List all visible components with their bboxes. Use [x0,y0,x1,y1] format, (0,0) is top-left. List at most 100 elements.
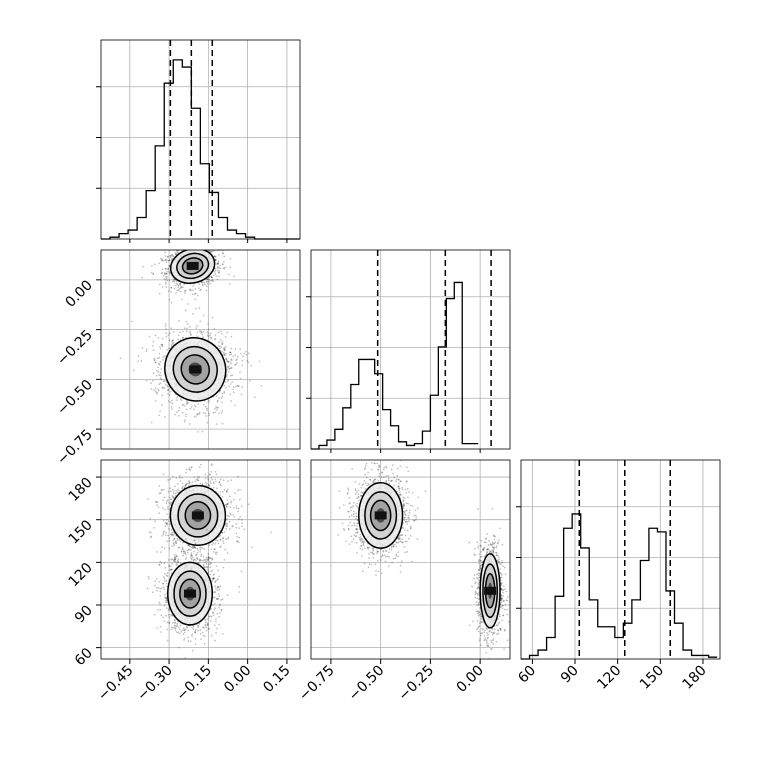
sample-point [173,331,175,333]
sample-point [226,499,229,502]
sample-point [181,487,183,490]
sample-point [151,591,154,594]
sample-point [205,482,208,485]
sample-point [201,547,204,549]
sample-point [163,496,166,499]
sample-point [213,482,215,485]
sample-point [168,279,171,281]
sample-point [166,540,169,543]
sample-point [208,544,211,547]
sample-point [186,549,189,552]
sample-point [235,505,238,507]
sample-point [216,399,219,402]
sample-point [235,523,238,525]
sample-point [216,589,219,592]
sample-point [161,345,164,348]
sample-point [205,280,208,283]
sample-point [175,477,178,479]
sample-point [177,334,180,336]
sample-point [207,559,210,561]
sample-point [161,386,164,389]
sample-point [162,531,165,534]
sample-point [191,626,193,629]
sample-point [186,544,189,547]
sample-point [239,488,241,491]
sample-point [190,557,193,560]
sample-point [164,268,167,270]
sample-point [162,275,165,277]
sample-point [160,551,162,553]
sample-point [202,555,205,558]
sample-point [221,401,224,404]
sample-point [161,582,164,585]
sample-point [157,389,160,392]
sample-point [173,538,176,540]
sample-point [176,411,178,414]
sample-point [160,614,163,617]
sample-point [161,337,164,340]
sample-point [166,513,168,516]
sample-point [181,546,184,549]
sample-point [218,270,220,273]
sample-point [222,537,225,540]
sample-point [204,621,207,624]
sample-point [151,264,153,267]
sample-point [174,557,177,560]
sample-point [168,496,171,499]
sample-point [183,637,186,640]
sample-point [160,374,162,377]
sample-point [218,412,220,415]
sample-point [205,289,208,292]
sample-point [210,562,213,565]
sample-point [220,411,223,414]
sample-point [194,547,197,549]
sample-point [159,377,162,379]
sample-point [200,281,203,284]
sample-point [167,389,169,392]
sample-point [207,328,210,331]
sample-point [199,482,202,485]
sample-point [194,288,197,290]
sample-point [177,409,180,412]
sample-point [156,589,158,592]
sample-point [238,591,241,593]
sample-point [192,625,195,628]
sample-point [166,522,168,524]
sample-point [166,256,169,258]
sample-point [241,386,244,389]
sample-point [219,545,222,548]
sample-point [237,510,239,513]
sample-point [223,559,226,561]
sample-point [167,499,169,501]
sample-point [230,367,233,369]
sample-point [158,485,161,487]
sample-point [207,278,209,280]
sample-point [165,601,167,604]
sample-point [209,336,212,339]
sample-point [186,403,188,406]
sample-point [174,284,177,287]
sample-point [169,271,171,274]
sample-point [207,477,209,480]
sample-point [165,574,168,577]
sample-point [206,280,208,283]
sample-point [165,523,168,525]
sample-point [163,272,166,274]
sample-point [218,588,221,591]
sample-point [194,298,196,301]
sample-point [168,259,171,262]
sample-point [218,271,221,274]
sample-point [168,339,171,342]
sample-point [157,506,160,509]
sample-point [217,585,219,588]
sample-point [229,351,231,354]
sample-point [186,551,189,554]
sample-point [192,547,194,550]
sample-point [176,537,179,540]
sample-point [216,612,219,615]
sample-point [170,301,173,304]
sample-point [228,273,230,276]
sample-point [182,541,184,544]
sample-point [212,574,215,577]
sample-point [152,379,154,382]
